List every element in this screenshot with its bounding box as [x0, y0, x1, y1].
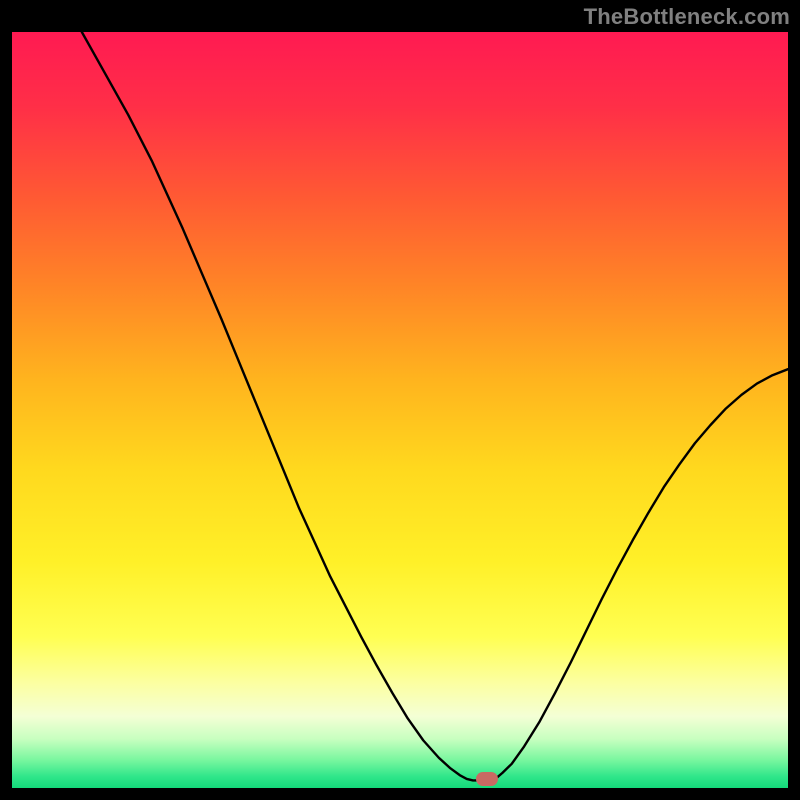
chart-svg — [12, 32, 788, 788]
watermark-text: TheBottleneck.com — [584, 4, 790, 30]
optimum-marker — [476, 772, 498, 786]
heat-gradient-bg — [12, 32, 788, 788]
plot-area — [12, 32, 788, 788]
chart-frame: TheBottleneck.com — [0, 0, 800, 800]
